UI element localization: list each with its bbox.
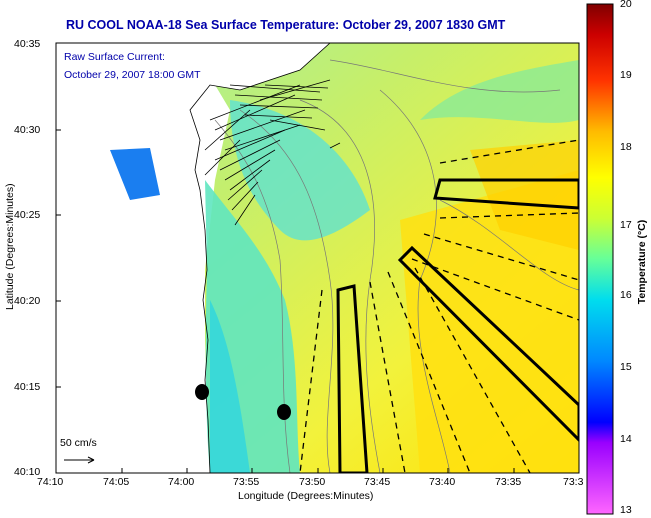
colorbar-tick-label: 20 xyxy=(620,0,632,10)
current-label-line1: Raw Surface Current: xyxy=(64,51,165,63)
x-tick-label: 73:50 xyxy=(299,476,326,488)
solid-transect-boxes xyxy=(336,178,579,473)
cold-nearshore-band xyxy=(210,300,250,473)
cool-plume xyxy=(230,100,370,241)
x-tick-label: 73:35 xyxy=(495,476,522,488)
x-tick-label: 73:55 xyxy=(233,476,260,488)
y-tick-label: 40:10 xyxy=(14,466,41,478)
warm-offshore-north xyxy=(470,140,579,250)
land-north xyxy=(56,43,330,108)
current-vectors xyxy=(204,79,341,226)
colorbar-tick-label: 18 xyxy=(620,141,632,153)
x-tick-label: 73:45 xyxy=(364,476,391,488)
colorbar-tick-label: 16 xyxy=(620,289,632,301)
scale-label: 50 cm/s xyxy=(60,437,97,449)
x-tick-label: 73:40 xyxy=(429,476,456,488)
current-label-line2: October 29, 2007 18:00 GMT xyxy=(64,69,201,81)
y-tick-label: 40:25 xyxy=(14,209,41,221)
colorbar-label: Temperature (°C) xyxy=(636,219,648,305)
colorbar-tick-label: 14 xyxy=(620,433,632,445)
colorbar-tick-label: 15 xyxy=(620,361,632,373)
y-tick-label: 40:20 xyxy=(14,295,41,307)
station-dot-2 xyxy=(277,404,291,420)
colorbar-tick-label: 13 xyxy=(620,504,632,516)
sst-field xyxy=(56,43,579,473)
bathymetry-contours xyxy=(214,59,579,473)
coastline xyxy=(189,43,331,473)
axis-ticks xyxy=(55,42,580,474)
x-axis-label: Longitude (Degrees:Minutes) xyxy=(238,490,374,502)
y-tick-label: 40:15 xyxy=(14,381,41,393)
station-dot-1 xyxy=(195,384,209,400)
x-tick-label: 73:3 xyxy=(563,476,584,488)
scale-arrow xyxy=(64,456,95,464)
map-title: RU COOL NOAA-18 Sea Surface Temperature:… xyxy=(66,18,506,32)
colorbar-tick-label: 19 xyxy=(620,69,632,81)
y-axis-label: Latitude (Degrees:Minutes) xyxy=(4,183,16,310)
land-left xyxy=(56,43,230,473)
y-tick-label: 40:30 xyxy=(14,124,41,136)
x-tick-label: 74:10 xyxy=(37,476,64,488)
colorbar xyxy=(586,3,614,515)
bay-water xyxy=(110,148,160,200)
colorbar-tick-label: 17 xyxy=(620,219,632,231)
x-tick-label: 74:05 xyxy=(103,476,130,488)
y-tick-label: 40:35 xyxy=(14,38,41,50)
x-tick-label: 74:00 xyxy=(168,476,195,488)
dashed-transects xyxy=(299,139,579,473)
